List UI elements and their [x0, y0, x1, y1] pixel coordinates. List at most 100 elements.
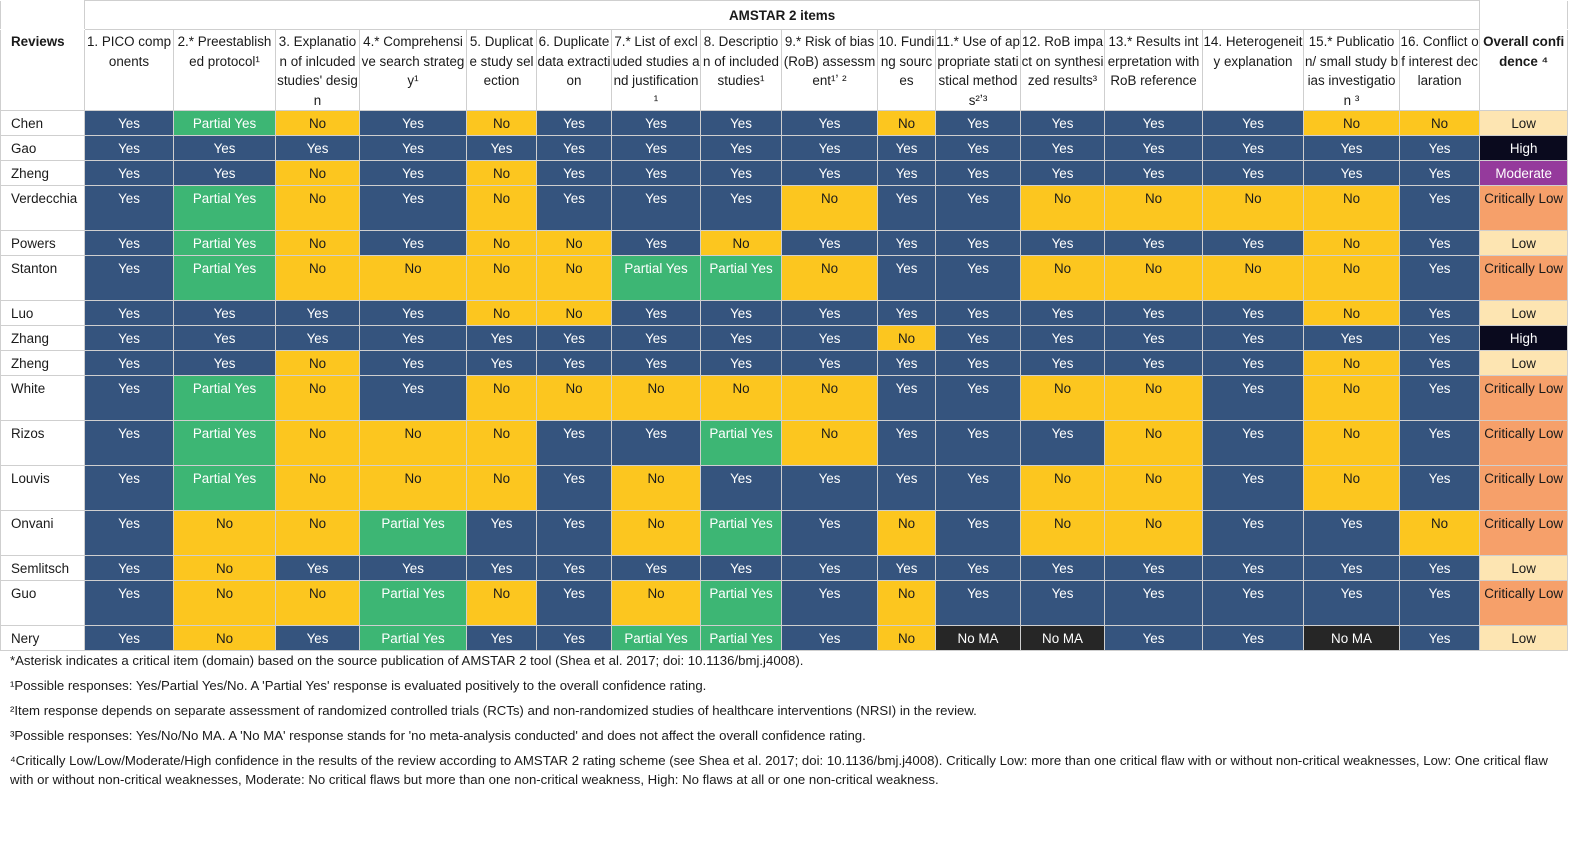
- footnote: ¹Possible responses: Yes/Partial Yes/No.…: [10, 678, 707, 693]
- rating-cell: Yes: [1398, 580, 1481, 626]
- table-row: Chen Yes Partial Yes No Yes No Yes Yes Yes Yes No Y…: [0, 110, 1569, 136]
- group-header-spacer: [0, 0, 85, 30]
- rating-cell: Yes: [173, 135, 276, 161]
- rating-cell: Yes: [700, 110, 782, 136]
- rating-cell: No: [173, 625, 276, 651]
- rating-cell: Yes: [1202, 160, 1304, 186]
- rating-cell: Yes: [1020, 555, 1105, 581]
- rating-cell: Yes: [84, 185, 174, 231]
- rating-cell: Yes: [877, 350, 936, 376]
- rating-cell: Yes: [700, 160, 782, 186]
- rating-cell: No: [275, 160, 360, 186]
- rating-cell: No: [1104, 185, 1203, 231]
- rating-cell: Yes: [1398, 325, 1481, 351]
- column-header: 4.* Comprehensive search strategy¹: [359, 29, 467, 111]
- rating-cell: Yes: [877, 135, 936, 161]
- rating-cell: Yes: [1303, 555, 1400, 581]
- rating-cell: No: [275, 185, 360, 231]
- overall-confidence-cell: Low: [1479, 230, 1569, 256]
- rating-cell: Yes: [359, 135, 467, 161]
- table-row: Onvani Yes No No Partial Yes Yes Yes No Partial …: [0, 510, 1569, 556]
- rating-cell: Yes: [536, 325, 612, 351]
- rating-cell: Yes: [935, 465, 1021, 511]
- rating-cell: Yes: [84, 420, 174, 466]
- rating-cell: No: [781, 375, 878, 421]
- rating-cell: No: [466, 300, 537, 326]
- rating-cell: Yes: [1104, 325, 1203, 351]
- review-name: Zhang: [0, 325, 85, 351]
- rating-cell: Yes: [1398, 135, 1481, 161]
- rating-cell: Yes: [781, 625, 878, 651]
- rating-cell: Yes: [84, 465, 174, 511]
- rating-cell: No: [275, 230, 360, 256]
- group-header-spacer: [1479, 0, 1569, 30]
- rating-cell: Yes: [1303, 510, 1400, 556]
- rating-cell: Yes: [781, 110, 878, 136]
- rating-cell: Partial Yes: [173, 375, 276, 421]
- rating-cell: Yes: [1104, 135, 1203, 161]
- rating-cell: Yes: [536, 350, 612, 376]
- rating-cell: No: [275, 110, 360, 136]
- rating-cell: Yes: [1020, 300, 1105, 326]
- rating-cell: No: [466, 465, 537, 511]
- column-header: 5. Duplicate study selection: [466, 29, 537, 111]
- column-header: 2.* Preestablished protocol¹: [173, 29, 276, 111]
- rating-cell: Yes: [84, 375, 174, 421]
- footnote: ³Possible responses: Yes/No/No MA. A 'No…: [10, 728, 866, 743]
- rating-cell: Yes: [466, 350, 537, 376]
- rating-cell: Yes: [877, 230, 936, 256]
- rating-cell: Partial Yes: [359, 510, 467, 556]
- rating-cell: Yes: [1398, 555, 1481, 581]
- rating-cell: Yes: [1202, 580, 1304, 626]
- rating-cell: No: [275, 465, 360, 511]
- rating-cell: Yes: [1202, 465, 1304, 511]
- rating-cell: Yes: [84, 555, 174, 581]
- column-header: 6. Duplicate data extraction: [536, 29, 612, 111]
- rating-cell: No: [781, 185, 878, 231]
- overall-confidence-cell: Critically Low: [1479, 510, 1569, 556]
- rating-cell: Yes: [1202, 510, 1304, 556]
- rating-cell: Yes: [781, 135, 878, 161]
- rating-cell: No: [275, 350, 360, 376]
- rating-cell: Yes: [466, 625, 537, 651]
- rating-cell: Yes: [1202, 420, 1304, 466]
- rating-cell: Yes: [935, 300, 1021, 326]
- rating-cell: Yes: [877, 375, 936, 421]
- overall-confidence-cell: Low: [1479, 300, 1569, 326]
- rating-cell: Yes: [1398, 300, 1481, 326]
- column-header: 12. RoB impact on synthesized results³: [1020, 29, 1105, 111]
- rating-cell: No MA: [1020, 625, 1105, 651]
- rating-cell: Yes: [173, 160, 276, 186]
- rating-cell: Yes: [700, 555, 782, 581]
- rating-cell: Yes: [611, 110, 701, 136]
- rating-cell: Yes: [935, 420, 1021, 466]
- rating-cell: Yes: [877, 255, 936, 301]
- column-header: 1. PICO components: [84, 29, 174, 111]
- rating-cell: Yes: [1398, 375, 1481, 421]
- rating-cell: Yes: [1020, 350, 1105, 376]
- rating-cell: Yes: [781, 510, 878, 556]
- table-row: Rizos Yes Partial Yes No No No Yes Yes Partial Y…: [0, 420, 1569, 466]
- rating-cell: Partial Yes: [173, 230, 276, 256]
- rating-cell: Yes: [611, 300, 701, 326]
- rating-cell: Yes: [1202, 300, 1304, 326]
- rating-cell: Yes: [935, 375, 1021, 421]
- rating-cell: Yes: [359, 185, 467, 231]
- rating-cell: No: [1020, 185, 1105, 231]
- rating-cell: No: [1303, 465, 1400, 511]
- rating-cell: Partial Yes: [173, 185, 276, 231]
- rating-cell: Yes: [536, 110, 612, 136]
- rating-cell: Yes: [536, 160, 612, 186]
- rating-cell: Yes: [1303, 135, 1400, 161]
- column-header: 9.* Risk of bias (RoB) assessment¹ʼ ²: [781, 29, 878, 111]
- rating-cell: Yes: [935, 135, 1021, 161]
- rating-cell: Yes: [1104, 350, 1203, 376]
- rating-cell: Yes: [1020, 160, 1105, 186]
- rating-cell: Yes: [1104, 625, 1203, 651]
- review-name: Onvani: [0, 510, 85, 556]
- rating-cell: Yes: [1202, 625, 1304, 651]
- rating-cell: Yes: [275, 135, 360, 161]
- rating-cell: Yes: [1020, 325, 1105, 351]
- review-name: Louvis: [0, 465, 85, 511]
- rating-cell: Yes: [700, 135, 782, 161]
